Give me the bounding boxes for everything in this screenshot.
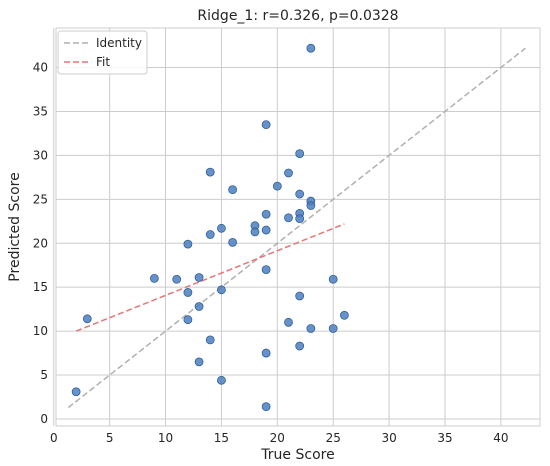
data-point — [261, 225, 271, 235]
tick-labels: 0 5 10 15 20 25 30 35 40 0 5 10 15 20 25 30 35 40 — [33, 61, 509, 445]
data-point — [295, 189, 305, 199]
y-axis-title: Predicted Score — [7, 172, 23, 281]
data-point — [172, 274, 182, 284]
data-point — [183, 288, 193, 297]
data-point — [272, 181, 282, 191]
legend: Identity Fit — [57, 30, 148, 75]
x-tick-label: 20 — [270, 431, 285, 445]
y-tick-label: 10 — [33, 324, 48, 338]
data-points — [71, 43, 349, 412]
data-point — [217, 375, 226, 385]
data-point — [306, 201, 316, 210]
data-point — [71, 387, 81, 397]
fit-line — [75, 223, 345, 332]
data-point — [295, 214, 305, 224]
data-point — [328, 324, 338, 333]
data-point — [205, 230, 215, 239]
data-point — [194, 357, 204, 367]
x-tick-label: 0 — [50, 431, 58, 445]
data-point — [194, 302, 204, 311]
x-tick-label: 10 — [158, 431, 173, 445]
data-point — [306, 43, 316, 53]
legend-identity-label: Identity — [96, 36, 142, 50]
data-point — [217, 223, 226, 233]
x-tick-label: 35 — [437, 431, 452, 445]
data-point — [250, 227, 260, 237]
x-axis-title: True Score — [260, 447, 334, 463]
data-point — [228, 237, 238, 247]
data-point — [261, 402, 271, 412]
y-tick-label: 40 — [33, 61, 48, 75]
y-tick-label: 35 — [33, 104, 48, 118]
y-tick-label: 0 — [40, 412, 48, 426]
data-point — [295, 291, 305, 301]
data-point — [295, 149, 305, 159]
data-point — [149, 273, 159, 283]
y-tick-label: 5 — [40, 368, 48, 382]
data-point — [306, 324, 316, 333]
data-point — [194, 273, 204, 282]
identity-line — [67, 47, 526, 409]
y-tick-label: 30 — [33, 148, 48, 162]
data-point — [261, 120, 271, 130]
data-point — [295, 341, 305, 351]
y-tick-label: 20 — [33, 236, 48, 250]
data-point — [284, 317, 293, 327]
data-point — [261, 209, 271, 219]
data-point — [183, 239, 193, 249]
x-tick-label: 40 — [493, 431, 508, 445]
data-point — [284, 168, 293, 178]
x-tick-label: 25 — [326, 431, 341, 445]
data-point — [328, 274, 338, 284]
data-point — [261, 348, 271, 358]
y-tick-label: 25 — [33, 192, 48, 206]
data-point — [228, 185, 238, 195]
x-tick-label: 5 — [106, 431, 114, 445]
data-point — [183, 315, 193, 325]
data-point — [339, 310, 349, 320]
data-point — [261, 265, 271, 275]
plot-frame — [55, 27, 541, 427]
x-tick-label: 30 — [381, 431, 396, 445]
data-point — [205, 167, 215, 177]
legend-box — [57, 30, 148, 75]
reference-lines — [67, 47, 526, 409]
data-point — [205, 335, 215, 345]
data-point — [82, 314, 92, 324]
chart-title: Ridge_1: r=0.326, p=0.0328 — [197, 8, 398, 24]
legend-fit-label: Fit — [96, 55, 110, 69]
data-point — [217, 285, 226, 295]
x-tick-label: 15 — [214, 431, 229, 445]
data-point — [284, 213, 293, 223]
y-tick-label: 15 — [33, 280, 48, 294]
